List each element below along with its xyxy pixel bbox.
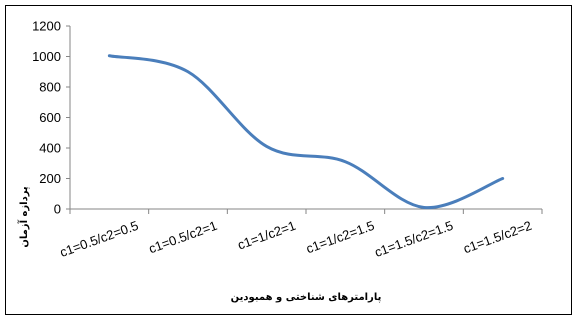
x-category-label: c1=1/c2=1.5 (304, 218, 376, 257)
y-tick-label: 200 (39, 171, 61, 186)
y-tick-label: 1200 (32, 19, 61, 34)
x-ticks: c1=0.5/c2=0.5 c1=0.5/c2=1 c1=1/c2=1 c1=1/c2… (58, 209, 543, 260)
series-layer (107, 54, 505, 209)
y-tick-label: 0 (54, 202, 61, 217)
data-point (344, 160, 347, 163)
data-point (422, 206, 426, 209)
y-axis-title: پردازه آزمان (17, 186, 30, 248)
axes (69, 26, 542, 210)
y-tick-label: 400 (39, 141, 61, 156)
x-category-label: c1=1.5/c2=1.5 (372, 218, 455, 260)
data-point (186, 70, 190, 73)
y-tick-label: 800 (39, 80, 61, 95)
x-axis-title: پارامترهای شناختی و همبودین (231, 292, 382, 303)
y-ticks: 0 200 400 600 800 1000 1200 (32, 19, 70, 217)
x-category-label: c1=0.5/c2=0.5 (58, 218, 141, 260)
x-category-label: c1=1.5/c2=2 (461, 218, 533, 257)
chart-frame (5, 5, 572, 315)
series-line (107, 54, 505, 209)
x-category-label: c1=1/c2=1 (236, 218, 298, 253)
data-point (265, 145, 268, 148)
data-point (501, 177, 504, 180)
y-tick-label: 1000 (32, 49, 61, 64)
x-category-label: c1=0.5/c2=1 (147, 218, 219, 257)
y-tick-label: 600 (39, 110, 61, 125)
data-point (108, 54, 111, 57)
